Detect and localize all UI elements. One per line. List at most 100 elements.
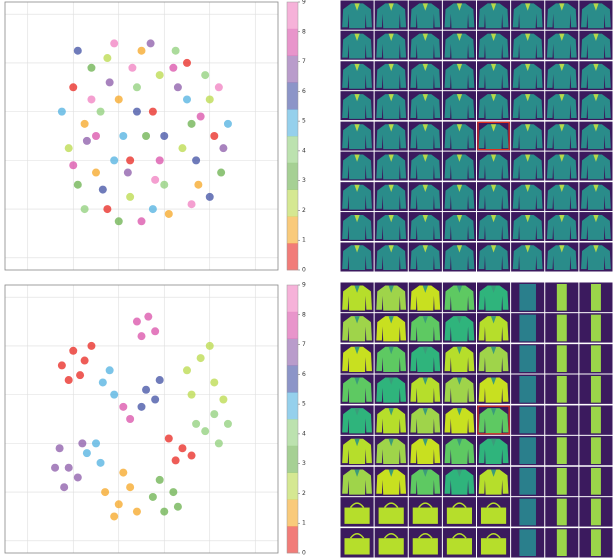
point: [206, 342, 214, 350]
plot-frame: [5, 2, 278, 270]
point: [87, 342, 95, 350]
point: [165, 434, 173, 442]
point: [115, 217, 123, 225]
bag: [447, 508, 472, 524]
garment: [519, 499, 536, 526]
point: [133, 508, 141, 516]
point: [87, 95, 95, 103]
figure: 01234567890123456789: [0, 0, 613, 558]
colorbar-segment: [287, 392, 298, 419]
bag: [481, 508, 506, 524]
point: [99, 378, 107, 386]
point: [142, 386, 150, 394]
point: [126, 156, 134, 164]
point: [192, 156, 200, 164]
point: [92, 169, 100, 177]
bag: [344, 538, 369, 554]
colorbar-segment: [287, 312, 298, 339]
point: [92, 439, 100, 447]
point: [183, 59, 191, 67]
colorbar-label: 9: [302, 0, 306, 6]
point: [151, 396, 159, 404]
point: [92, 132, 100, 140]
point: [144, 313, 152, 321]
point: [172, 47, 180, 55]
point: [194, 181, 202, 189]
point: [156, 376, 164, 384]
point: [78, 439, 86, 447]
bag: [481, 538, 506, 554]
colorbar-label: 4: [302, 430, 306, 437]
point: [99, 186, 107, 194]
point: [97, 459, 105, 467]
point: [151, 176, 159, 184]
point: [160, 181, 168, 189]
garment: [557, 345, 567, 372]
point: [172, 456, 180, 464]
point: [69, 83, 77, 91]
colorbar-label: 7: [302, 341, 306, 348]
garment: [519, 529, 536, 556]
garment: [557, 407, 567, 434]
garment: [557, 284, 567, 311]
colorbar-label: 9: [302, 282, 306, 289]
point: [201, 71, 209, 79]
point: [97, 108, 105, 116]
garment: [519, 437, 536, 464]
point: [51, 464, 59, 472]
colorbar-segment: [287, 82, 298, 109]
point: [101, 488, 109, 496]
colorbar-label: 4: [302, 147, 306, 154]
garment: [519, 345, 536, 372]
point: [188, 452, 196, 460]
garment: [557, 499, 567, 526]
point: [197, 113, 205, 121]
point: [160, 508, 168, 516]
colorbar-segment: [287, 419, 298, 446]
point: [217, 169, 225, 177]
point: [69, 347, 77, 355]
colorbar-label: 2: [302, 207, 306, 214]
colorbar-label: 6: [302, 371, 306, 378]
point: [178, 144, 186, 152]
colorbar-segment: [287, 339, 298, 366]
colorbar-label: 3: [302, 177, 306, 184]
point: [81, 120, 89, 128]
colorbar-label: 3: [302, 460, 306, 467]
garment: [591, 376, 601, 403]
point: [74, 181, 82, 189]
point: [206, 193, 214, 201]
point: [183, 95, 191, 103]
colorbar-segment: [287, 29, 298, 56]
point: [115, 95, 123, 103]
point: [156, 71, 164, 79]
colorbar-segment: [287, 446, 298, 473]
point: [138, 47, 146, 55]
colorbar-segment: [287, 109, 298, 136]
point: [76, 371, 84, 379]
garment: [557, 376, 567, 403]
plot-frame: [5, 285, 278, 553]
point: [156, 156, 164, 164]
point: [149, 205, 157, 213]
point: [126, 193, 134, 201]
point: [83, 449, 91, 457]
point: [58, 108, 66, 116]
point: [192, 420, 200, 428]
bag: [413, 538, 438, 554]
point: [210, 378, 218, 386]
point: [74, 47, 82, 55]
point: [83, 137, 91, 145]
colorbar-segment: [287, 243, 298, 270]
point: [103, 205, 111, 213]
colorbar-label: 1: [302, 520, 306, 527]
garment: [591, 345, 601, 372]
point: [133, 318, 141, 326]
point: [160, 132, 168, 140]
point: [219, 396, 227, 404]
point: [169, 64, 177, 72]
garment: [557, 437, 567, 464]
colorbar-label: 1: [302, 237, 306, 244]
point: [65, 144, 73, 152]
garment: [557, 529, 567, 556]
